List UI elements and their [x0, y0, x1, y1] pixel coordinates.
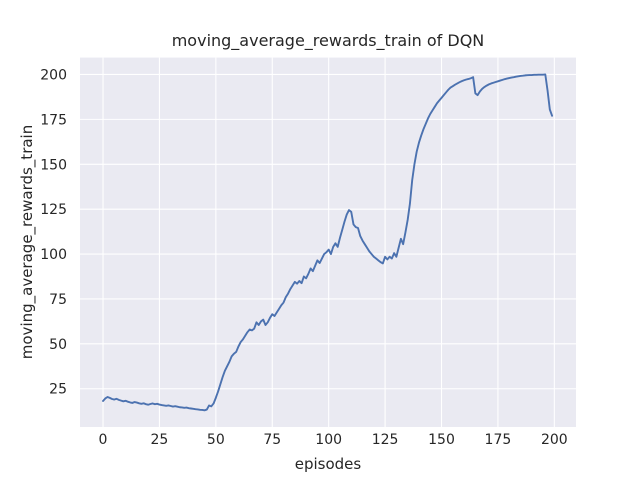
x-tick-label: 125 [372, 432, 399, 448]
x-tick-label: 50 [207, 432, 225, 448]
chart-title: moving_average_rewards_train of DQN [171, 31, 485, 50]
y-tick-label: 200 [40, 67, 67, 83]
y-tick-label: 100 [40, 247, 67, 263]
y-tick-label: 75 [49, 292, 67, 308]
y-tick-label: 150 [40, 157, 67, 173]
y-tick-label: 175 [40, 112, 67, 128]
x-tick-label: 175 [485, 432, 512, 448]
x-tick-label: 200 [541, 432, 568, 448]
plot-area [80, 57, 576, 427]
y-tick-label: 50 [49, 337, 67, 353]
x-tick-label: 100 [315, 432, 342, 448]
y-axis-label: moving_average_rewards_train [18, 124, 36, 360]
x-tick-label: 150 [428, 432, 455, 448]
x-tick-label: 0 [99, 432, 108, 448]
y-tick-label: 25 [49, 382, 67, 398]
x-tick-label: 25 [151, 432, 169, 448]
dqn-rewards-line [102, 73, 554, 412]
x-tick-label: 75 [263, 432, 281, 448]
y-tick-label: 125 [40, 202, 67, 218]
x-axis-label: episodes [294, 455, 362, 473]
